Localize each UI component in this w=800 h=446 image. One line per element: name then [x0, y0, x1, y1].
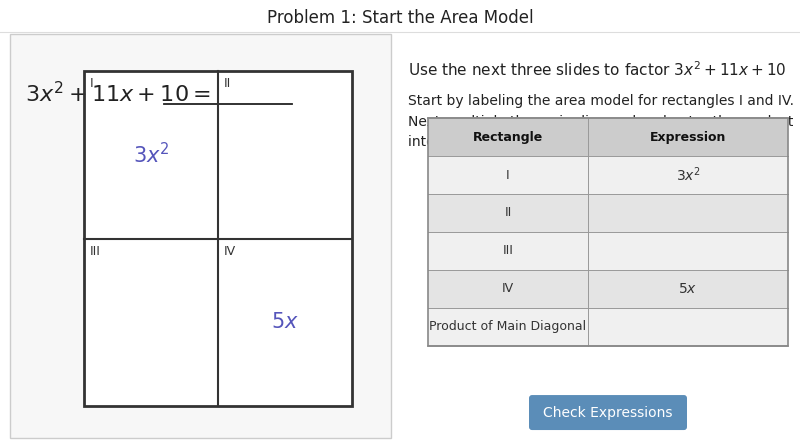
Text: I: I — [506, 169, 510, 182]
Bar — [84, 71, 352, 406]
Bar — [428, 270, 788, 308]
Text: Check Expressions: Check Expressions — [543, 405, 673, 420]
Bar — [428, 194, 788, 232]
Text: Expression: Expression — [650, 131, 726, 144]
Text: Start by labeling the area model for rectangles I and IV.
Next, multiply the mai: Start by labeling the area model for rec… — [408, 94, 794, 149]
Text: IV: IV — [224, 244, 236, 258]
Text: $5x$: $5x$ — [678, 282, 698, 296]
Text: Rectangle: Rectangle — [473, 131, 543, 144]
Text: $3x^2 + 11x + 10 = $: $3x^2 + 11x + 10 = $ — [25, 82, 211, 107]
Text: $5x$: $5x$ — [271, 312, 299, 332]
Text: Problem 1: Start the Area Model: Problem 1: Start the Area Model — [266, 9, 534, 27]
Bar — [428, 156, 788, 194]
Bar — [428, 308, 788, 346]
Text: II: II — [504, 206, 512, 219]
Bar — [428, 118, 788, 346]
Text: I: I — [90, 77, 94, 91]
Bar — [428, 232, 788, 270]
Text: $3x^2$: $3x^2$ — [133, 142, 170, 168]
Bar — [84, 71, 352, 406]
Text: Use the next three slides to factor $3x^2 + 11x + 10$: Use the next three slides to factor $3x^… — [408, 60, 786, 78]
Bar — [428, 118, 788, 156]
Text: IV: IV — [502, 282, 514, 295]
FancyBboxPatch shape — [10, 34, 391, 438]
Text: Product of Main Diagonal: Product of Main Diagonal — [430, 320, 586, 333]
Text: III: III — [90, 244, 101, 258]
FancyBboxPatch shape — [529, 395, 687, 430]
Text: III: III — [502, 244, 514, 257]
Text: $3x^2$: $3x^2$ — [675, 166, 701, 184]
Text: II: II — [224, 77, 231, 91]
